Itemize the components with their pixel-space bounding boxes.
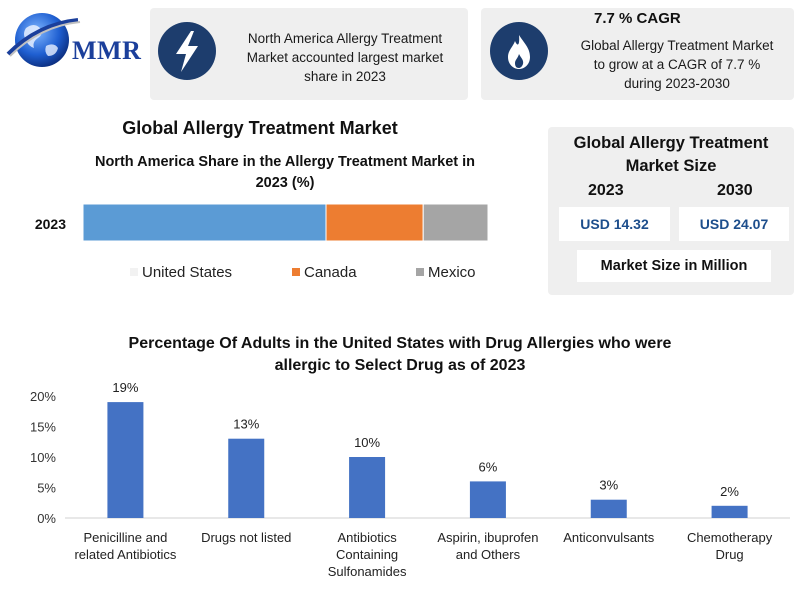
y-tick-label: 5% [37, 481, 56, 496]
share-chart: 2023 United States Canada Mexico [35, 203, 489, 281]
category-label: 2023 [35, 216, 66, 232]
x-tick-label: and Others [456, 547, 521, 562]
cagr-card-text: Global Allergy Treatment Market to grow … [561, 36, 793, 93]
y-tick-label: 10% [30, 450, 56, 465]
bar [711, 505, 748, 518]
north-america-card: North America Allergy Treatment Market a… [150, 8, 468, 100]
market-size-title: Global Allergy Treatment Market Size [548, 132, 794, 178]
market-size-title-line: Market Size [625, 157, 717, 175]
bar [590, 499, 627, 518]
legend-swatch [416, 268, 424, 276]
card-text-line: Market accounted largest market [246, 50, 444, 65]
x-tick-label: Antibiotics [337, 530, 397, 545]
card-text-line: during 2023-2030 [624, 76, 730, 91]
cagr-card: 7.7 % CAGR Global Allergy Treatment Mark… [481, 8, 794, 100]
x-tick-label: Penicilline and [83, 530, 167, 545]
legend-swatch [130, 268, 138, 276]
x-tick-label: related Antibiotics [74, 547, 176, 562]
value-2030: USD 24.07 [679, 207, 789, 241]
legend-label: Mexico [428, 264, 476, 281]
mmr-logo: MMR [2, 8, 152, 72]
card-text-line: Global Allergy Treatment Market [580, 38, 774, 53]
x-tick-label: Anticonvulsants [563, 530, 655, 545]
market-size-title-line: Global Allergy Treatment [573, 134, 769, 152]
bar [107, 402, 144, 518]
globe-icon [6, 13, 81, 67]
data-label: 10% [354, 435, 380, 450]
bar [469, 481, 506, 518]
x-tick-label: Drug [715, 547, 743, 562]
drug-allergy-chart-title-line: allergic to Select Drug as of 2023 [274, 357, 526, 374]
data-label: 13% [233, 417, 259, 432]
cagr-title: 7.7 % CAGR [594, 10, 681, 27]
card-text-line: to grow at a CAGR of 7.7 % [593, 57, 761, 72]
year-2023-label: 2023 [588, 182, 624, 199]
lightning-icon [158, 22, 216, 80]
flame-icon [490, 22, 548, 80]
share-chart-title-line: 2023 (%) [255, 175, 315, 191]
main-title: Global Allergy Treatment Market [122, 118, 398, 138]
x-tick-label: Sulfonamides [328, 564, 407, 579]
card-text-line: share in 2023 [304, 69, 386, 84]
bar [349, 457, 386, 518]
x-tick-label: Aspirin, ibuprofen [437, 530, 538, 545]
drug-allergy-chart-title-line: Percentage Of Adults in the United State… [128, 335, 672, 352]
drug-allergy-chart: 0% 5% 10% 15% 20% 19% Penicilline and related A… [30, 380, 790, 579]
bar-segment-mexico [422, 203, 489, 242]
bar-segment-united-states [82, 203, 327, 242]
x-tick-label: Chemotherapy [687, 530, 773, 545]
share-chart-title-line: North America Share in the Allergy Treat… [94, 154, 476, 170]
x-tick-label: Drugs not listed [201, 530, 291, 545]
y-tick-label: 20% [30, 389, 56, 404]
y-tick-label: 0% [37, 511, 56, 526]
logo-text: MMR [72, 36, 142, 65]
x-tick-label: Containing [336, 547, 398, 562]
legend-swatch [292, 268, 300, 276]
market-size-unit: Market Size in Million [577, 250, 771, 282]
data-label: 3% [599, 478, 618, 493]
year-2030-label: 2030 [717, 182, 753, 199]
bar [228, 438, 265, 518]
data-label: 2% [720, 484, 739, 499]
bar-segment-canada [325, 203, 424, 242]
legend-label: Canada [304, 264, 357, 281]
share-chart-title: North America Share in the Allergy Treat… [70, 152, 500, 194]
data-label: 19% [112, 380, 138, 395]
data-label: 6% [479, 459, 498, 474]
drug-allergy-chart-title: Percentage Of Adults in the United State… [90, 333, 710, 377]
y-tick-label: 15% [30, 420, 56, 435]
north-america-card-text: North America Allergy Treatment Market a… [226, 29, 464, 86]
market-size-card: Global Allergy Treatment Market Size 202… [548, 127, 794, 295]
value-2023: USD 14.32 [559, 207, 670, 241]
legend-label: United States [142, 264, 232, 281]
card-text-line: North America Allergy Treatment [247, 31, 443, 46]
